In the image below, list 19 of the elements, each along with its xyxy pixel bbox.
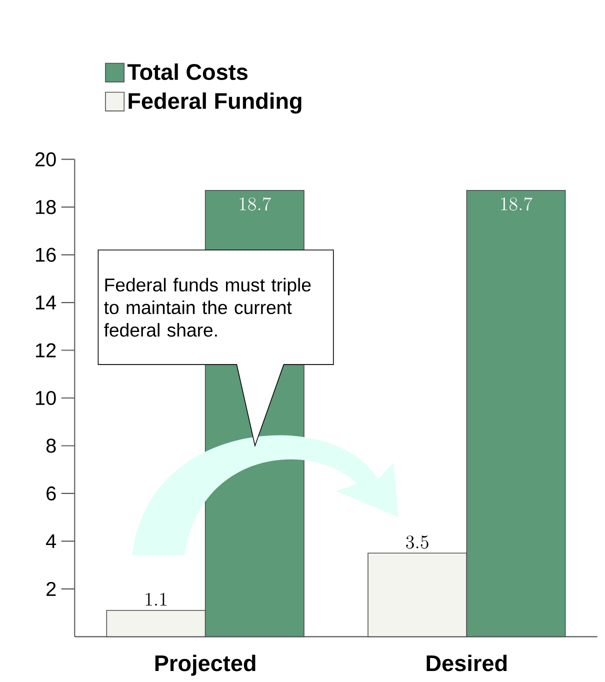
y-tick-label: 6	[46, 486, 56, 501]
data-label: 1 . 1	[146, 592, 166, 606]
data-label: 18.7	[501, 197, 532, 211]
y-tick-label: 20	[35, 152, 56, 166]
y-tick-label: 4	[46, 534, 56, 548]
data-label: 18.7	[240, 197, 272, 211]
y-tick-label: 2	[46, 582, 56, 596]
legend-label: Total Costs	[127, 63, 248, 80]
y-tick-label: 12	[36, 343, 56, 358]
y-tick-label: 16	[36, 248, 56, 262]
y-tick-label: 10	[36, 390, 56, 406]
x-tick-label: Projected	[155, 654, 256, 676]
x-tick-label: Desired	[426, 654, 507, 672]
data-label: 3.5	[406, 536, 428, 549]
y-tick-label: 14	[36, 296, 56, 310]
y-tick-label: 18	[36, 200, 56, 214]
annotation: Federal funds must triple to maintain the current federal share.	[104, 278, 311, 337]
y-tick-label: 8	[46, 438, 56, 453]
legend-label: Federal Funding	[128, 92, 302, 114]
